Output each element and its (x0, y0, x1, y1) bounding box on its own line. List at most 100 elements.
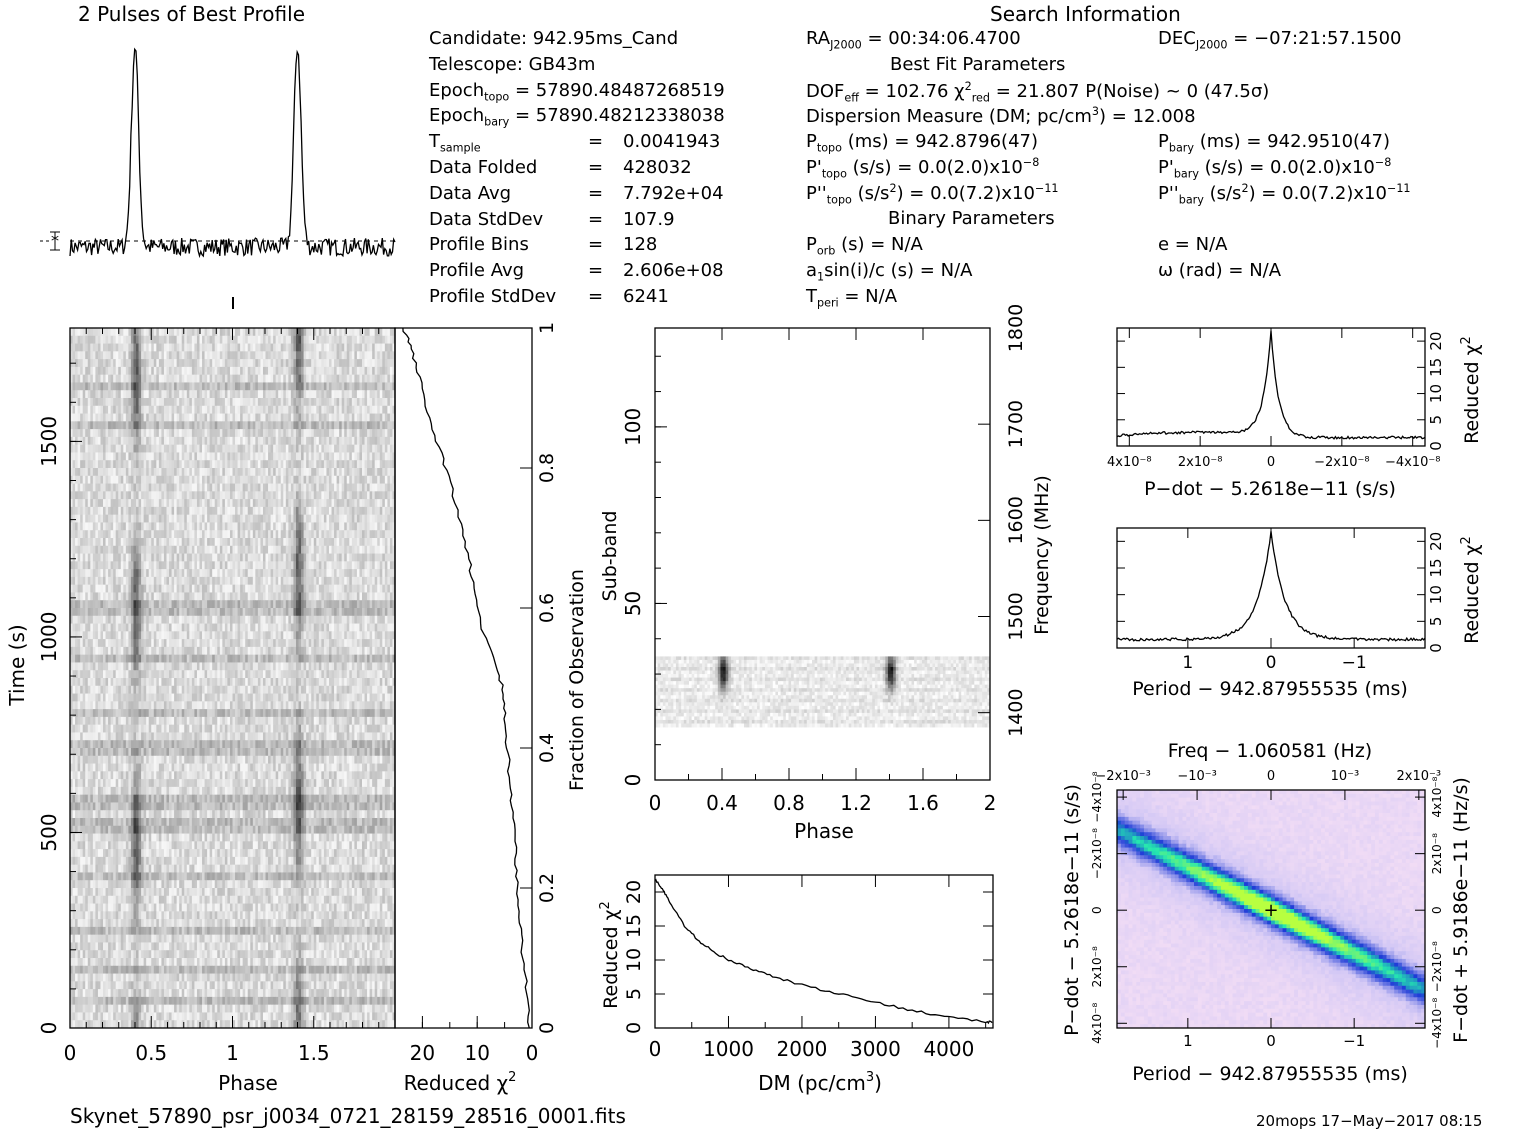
heat-cell (248, 351, 251, 359)
heat-cell (177, 484, 180, 492)
heat-cell (73, 445, 76, 453)
heat-cell (263, 577, 266, 585)
heat-cell (365, 546, 368, 554)
heat-cell (235, 468, 238, 476)
heat-cell (149, 554, 152, 562)
heat-cell (111, 452, 114, 460)
heat-cell (283, 554, 286, 562)
heat-cell (283, 592, 286, 600)
heat-cell (202, 375, 205, 383)
heat-cell (365, 351, 368, 359)
heat-cell (83, 437, 86, 445)
heat-cell (250, 367, 253, 375)
heat-cell (324, 390, 327, 398)
heat-cell (387, 375, 390, 383)
heat-cell (299, 460, 302, 468)
heat-cell (339, 336, 342, 344)
heat-cell (304, 530, 307, 538)
heat-cell (359, 414, 362, 422)
heat-cell (189, 336, 192, 344)
heat-cell (126, 484, 129, 492)
heat-cell (202, 390, 205, 398)
heat-cell (95, 554, 98, 562)
heat-cell (238, 484, 241, 492)
heat-cell (339, 515, 342, 523)
heat-cell (337, 484, 340, 492)
heat-cell (90, 585, 93, 593)
heat-cell (349, 382, 352, 390)
heat-cell (144, 367, 147, 375)
heat-cell (365, 429, 368, 437)
heat-cell (98, 468, 101, 476)
heat-cell (367, 367, 370, 375)
heat-cell (342, 414, 345, 422)
heat-cell (314, 499, 317, 507)
heat-cell (306, 538, 309, 546)
heat-cell (144, 491, 147, 499)
heat-cell (177, 452, 180, 460)
heat-cell (90, 600, 93, 608)
heat-cell (202, 592, 205, 600)
heat-cell (133, 499, 136, 507)
heat-cell (230, 530, 233, 538)
heat-cell (342, 554, 345, 562)
heat-cell (354, 398, 357, 406)
heat-cell (136, 538, 139, 546)
heat-cell (225, 382, 228, 390)
heat-cell (329, 554, 332, 562)
heat-cell (304, 491, 307, 499)
heat-cell (230, 577, 233, 585)
heat-cell (299, 585, 302, 593)
heat-cell (245, 336, 248, 344)
heat-cell (207, 390, 210, 398)
heat-cell (141, 569, 144, 577)
heat-cell (123, 569, 126, 577)
heat-cell (309, 530, 312, 538)
heat-cell (238, 367, 241, 375)
heat-cell (385, 585, 388, 593)
heat-cell (311, 390, 314, 398)
heat-cell (377, 344, 380, 352)
heat-cell (347, 414, 350, 422)
heat-cell (238, 577, 241, 585)
heat-cell (126, 351, 129, 359)
heat-cell (309, 359, 312, 367)
heat-cell (382, 367, 385, 375)
heat-cell (95, 577, 98, 585)
heat-cell (207, 569, 210, 577)
heat-cell (375, 608, 378, 616)
heat-cell (75, 468, 78, 476)
heat-cell (159, 359, 162, 367)
heat-cell (207, 507, 210, 515)
heat-cell (304, 452, 307, 460)
heat-cell (286, 414, 289, 422)
heat-cell (189, 546, 192, 554)
heat-cell (288, 351, 291, 359)
heat-cell (324, 328, 327, 336)
heat-cell (113, 491, 116, 499)
heat-cell (113, 484, 116, 492)
heat-cell (291, 351, 294, 359)
heat-cell (375, 569, 378, 577)
heat-cell (233, 522, 236, 530)
heat-cell (151, 624, 154, 632)
heat-cell (187, 375, 190, 383)
heat-cell (80, 538, 83, 546)
heat-cell (215, 390, 218, 398)
heat-cell (78, 336, 81, 344)
heat-cell (189, 499, 192, 507)
heat-cell (250, 577, 253, 585)
heat-cell (215, 445, 218, 453)
heat-cell (215, 344, 218, 352)
heat-cell (357, 569, 360, 577)
heat-cell (189, 476, 192, 484)
heat-cell (227, 530, 230, 538)
heat-cell (116, 554, 119, 562)
heat-cell (172, 624, 175, 632)
heat-cell (113, 585, 116, 593)
heat-cell (235, 460, 238, 468)
heat-cell (116, 390, 119, 398)
heat-cell (100, 624, 103, 632)
heat-cell (354, 585, 357, 593)
heat-cell (342, 569, 345, 577)
